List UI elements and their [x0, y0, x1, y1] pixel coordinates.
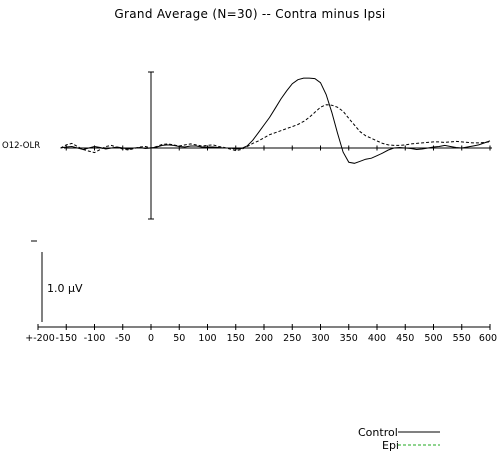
time-tick-label: 450 — [396, 333, 414, 344]
time-tick-label: 200 — [255, 333, 273, 344]
time-tick-label: 300 — [311, 333, 329, 344]
upper-axes — [64, 71, 492, 220]
time-tick-label: 500 — [424, 333, 442, 344]
time-tick-label: 250 — [283, 333, 301, 344]
time-tick-label: +-200 — [25, 333, 55, 344]
series-line-control — [60, 77, 491, 164]
time-tick-label: 350 — [340, 333, 358, 344]
time-tick-label: 50 — [173, 333, 185, 344]
time-tick-label: 100 — [198, 333, 216, 344]
legend: Control Epi — [358, 426, 440, 452]
time-axis: +-200 -150 -100 -50 0 50 100 150 200 250 300 350 400… — [25, 324, 497, 344]
time-tick-label: -150 — [55, 333, 77, 344]
time-tick-label: 400 — [368, 333, 386, 344]
time-tick-label: 0 — [148, 333, 154, 344]
series-layer — [60, 77, 491, 164]
time-tick-label: 550 — [453, 333, 471, 344]
time-tick-label: -100 — [84, 333, 106, 344]
time-tick-label: -50 — [115, 333, 131, 344]
legend-label-control: Control — [358, 426, 398, 439]
channel-label: O12-OLR — [2, 141, 40, 151]
series-line-epi — [60, 104, 491, 154]
amplitude-scale-bar — [31, 240, 43, 322]
time-tick-label: 600 — [479, 333, 497, 344]
chart-title: Grand Average (N=30) -- Contra minus Ips… — [114, 7, 385, 21]
scale-label: 1.0 μV — [47, 282, 83, 295]
legend-label-epi: Epi — [382, 439, 399, 452]
time-tick-label: 150 — [227, 333, 245, 344]
